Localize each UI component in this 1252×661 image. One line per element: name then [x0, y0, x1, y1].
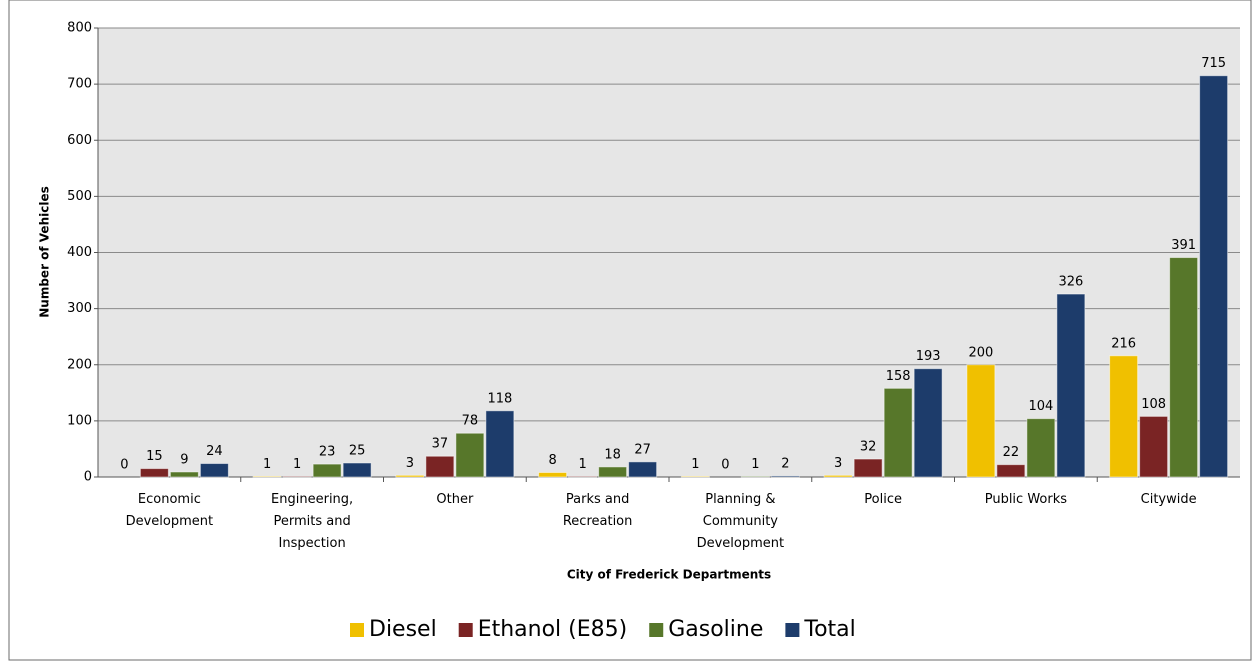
x-tick-label: Other: [436, 492, 474, 507]
y-tick-label: 0: [84, 470, 92, 485]
legend-label: Diesel: [369, 617, 437, 642]
data-label: 108: [1141, 397, 1166, 412]
bar: [598, 466, 628, 478]
bar: [568, 475, 598, 478]
legend-label: Total: [803, 617, 855, 642]
data-label: 8: [548, 453, 556, 468]
bar: [1056, 293, 1086, 478]
data-label: 3: [834, 456, 842, 471]
y-tick-label: 100: [67, 413, 92, 428]
bar: [853, 458, 883, 478]
bar: [883, 387, 913, 478]
bar: [1109, 355, 1139, 478]
data-label: 193: [916, 349, 941, 364]
bar: [139, 468, 169, 478]
bar: [966, 364, 996, 478]
bar: [538, 472, 568, 478]
data-label: 1: [293, 457, 301, 472]
y-tick-label: 300: [67, 301, 92, 316]
y-tick-label: 200: [67, 357, 92, 372]
x-tick-label: Parks and Recreation: [563, 492, 633, 529]
bar: [1169, 257, 1199, 478]
bar: [1199, 75, 1229, 478]
data-label: 326: [1058, 275, 1083, 290]
bar: [913, 368, 943, 478]
data-label: 23: [319, 445, 336, 460]
bar: [455, 432, 485, 478]
data-label: 24: [206, 444, 223, 459]
data-label: 158: [886, 369, 911, 384]
bar: [282, 475, 312, 478]
bar: [996, 464, 1026, 478]
y-tick-label: 700: [67, 77, 92, 92]
bar: [740, 475, 770, 478]
bar: [770, 475, 800, 478]
data-label: 200: [968, 345, 993, 360]
bar: [1139, 415, 1169, 478]
data-label: 1: [751, 457, 759, 472]
data-label: 15: [146, 449, 163, 464]
x-tick-label: Police: [864, 492, 902, 507]
y-tick-label: 800: [67, 21, 92, 36]
bar: [823, 474, 853, 478]
data-label: 118: [487, 391, 512, 406]
data-label: 216: [1111, 336, 1136, 351]
bar: [628, 461, 658, 478]
data-label: 37: [432, 437, 449, 452]
legend-swatch: [350, 623, 364, 637]
x-tick-label: Economic Development: [126, 492, 214, 529]
data-label: 1: [691, 457, 699, 472]
legend-label: Gasoline: [668, 617, 763, 642]
data-label: 18: [604, 447, 621, 462]
data-label: 27: [634, 442, 651, 457]
data-label: 22: [1003, 445, 1020, 460]
x-tick-label: Engineering, Permits and Inspection: [271, 492, 353, 551]
data-label: 1: [263, 457, 271, 472]
y-tick-label: 500: [67, 189, 92, 204]
legend-swatch: [649, 623, 664, 637]
y-tick-label: 600: [67, 133, 92, 148]
bar: [1026, 418, 1056, 478]
bar: [312, 463, 342, 478]
x-tick-label: Citywide: [1141, 492, 1197, 507]
data-label: 2: [781, 456, 789, 471]
data-label: 25: [349, 443, 366, 458]
legend-swatch: [458, 623, 473, 637]
legend-swatch: [785, 623, 800, 637]
bar: [680, 475, 710, 478]
data-label: 0: [721, 458, 729, 473]
bar: [425, 455, 455, 478]
data-label: 715: [1201, 56, 1226, 71]
y-axis-title: Number of Vehicles: [38, 186, 52, 318]
bar: [485, 410, 515, 478]
data-label: 1: [578, 457, 586, 472]
x-axis-title: City of Frederick Departments: [567, 568, 771, 582]
data-label: 3: [406, 456, 414, 471]
data-label: 9: [180, 452, 188, 467]
data-label: 0: [120, 458, 128, 473]
bar: [395, 474, 425, 478]
data-label: 391: [1171, 238, 1196, 253]
bar: [169, 471, 199, 478]
data-label: 32: [860, 440, 877, 455]
y-tick-label: 400: [67, 245, 92, 260]
bar: [199, 463, 229, 478]
bar: [342, 462, 372, 478]
data-label: 104: [1028, 399, 1053, 414]
x-tick-label: Public Works: [985, 492, 1068, 507]
bar: [252, 475, 282, 478]
data-label: 78: [462, 414, 479, 429]
legend-label: Ethanol (E85): [478, 617, 628, 642]
x-tick-label: Planning & Community Development: [697, 492, 785, 551]
